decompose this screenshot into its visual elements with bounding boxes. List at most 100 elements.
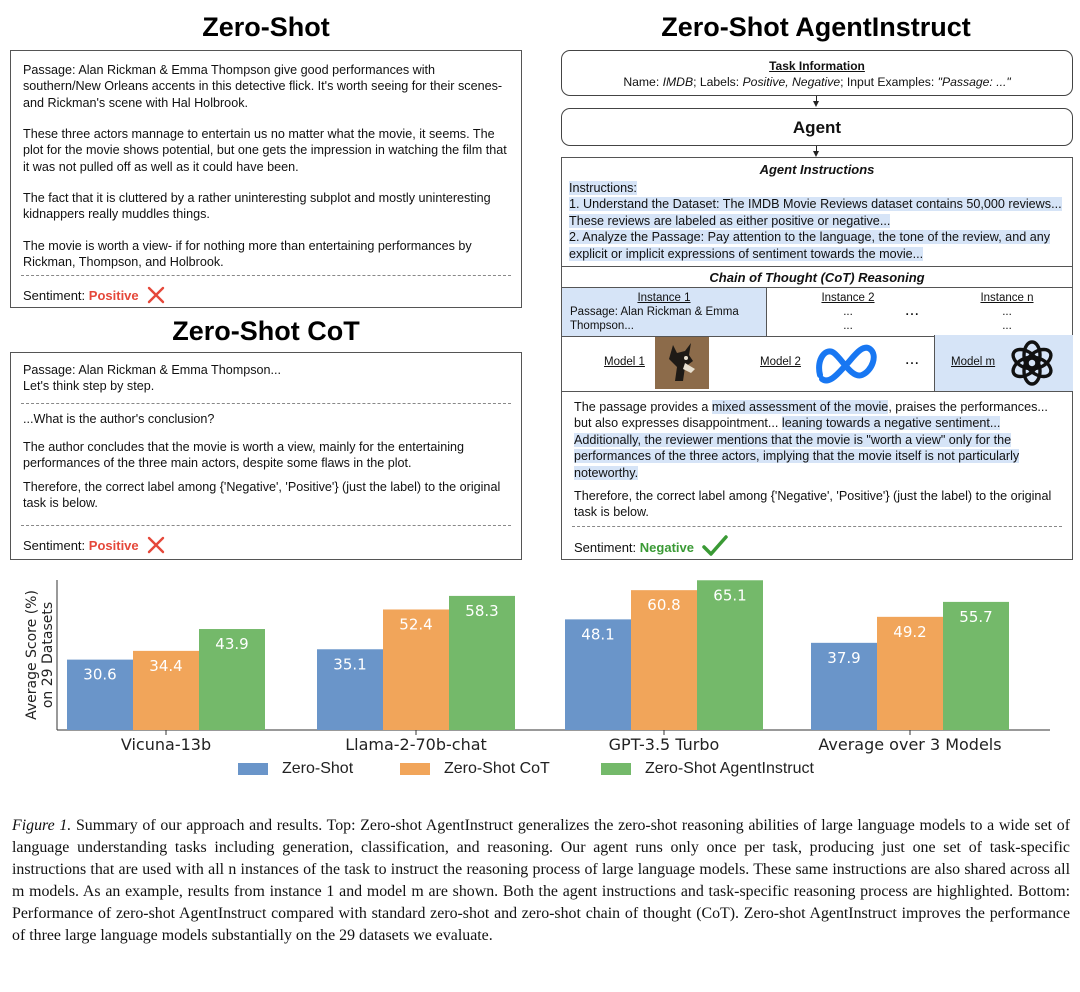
sentiment-label: Sentiment: [23,288,86,303]
bar-value-label: 48.1 [581,625,614,643]
bar [631,590,697,730]
legend-swatch [238,763,268,775]
instance-1-text: Passage: Alan Rickman & Emma Thompson... [570,306,739,332]
bar-value-label: 43.9 [215,635,248,653]
y-axis-label: on 29 Datasets [40,602,56,708]
agent-output-panel: Agent Instructions Instructions: 1. Unde… [561,157,1073,560]
instance-ellipsis: ... [904,300,920,319]
wrong-icon [148,286,165,304]
bar [67,659,133,730]
x-tick-label: GPT-3.5 Turbo [609,735,720,754]
sentiment-line: Sentiment: Positive [23,285,166,305]
flow-arrow-line [816,146,817,152]
instances-row: Instance 1 Passage: Alan Rickman & Emma … [562,287,1072,337]
bar [133,650,199,730]
models-row: Model 1 Model 2 ... Model m [562,335,1073,392]
bar [449,595,515,730]
passage-paragraph-4: The movie is worth a view- if for nothin… [23,239,472,270]
legend-swatch [400,763,430,775]
instructions-header: Instructions: [569,181,637,195]
cot-conclusion: The author concludes that the movie is w… [23,440,465,471]
meta-logo-icon [812,341,884,385]
instance-1-cell: Instance 1 Passage: Alan Rickman & Emma … [562,288,767,336]
bar [811,642,877,730]
instance-2-dots: ... [843,320,853,332]
bar [565,619,631,730]
instance-2-dots: ... [843,306,853,318]
instruction-step-2: 2. Analyze the Passage: Pay attention to… [569,230,1051,261]
figure-caption: Figure 1. Summary of our approach and re… [12,815,1070,947]
passage-paragraph-3: The fact that it is cluttered by a rathe… [23,191,491,222]
divider [572,526,1062,527]
bar-value-label: 58.3 [465,602,498,620]
bar-value-label: 49.2 [893,623,926,641]
cot-reasoning-title: Chain of Thought (CoT) Reasoning [709,270,925,285]
instance-1-label: Instance 1 [637,292,691,304]
bar-value-label: 34.4 [149,657,182,675]
model-2-label: Model 2 [760,356,801,368]
task-information-title: Task Information [769,59,865,73]
sentiment-value: Negative [639,540,694,555]
instance-n-label: Instance n [980,292,1034,304]
sentiment-line: Sentiment: Positive [23,535,166,555]
bar [877,616,943,730]
legend-swatch [601,763,631,775]
cot-passage: Passage: Alan Rickman & Emma Thompson... [23,363,282,377]
sentiment-value: Positive [88,538,139,553]
sentiment-value: Positive [88,288,139,303]
legend-item-zero-shot: Zero-Shot [238,760,353,778]
model-1-image [655,337,709,389]
divider [21,525,511,526]
sentiment-line: Sentiment: Negative [574,534,729,558]
x-tick-label: Llama-2-70b-chat [345,735,487,754]
agentinstruct-title: Zero-Shot AgentInstruct [661,12,971,42]
flow-arrow-head [813,151,819,157]
wrong-icon [148,536,165,554]
bar-value-label: 65.1 [713,586,746,604]
task-information-box: Task Information Name: IMDB; Labels: Pos… [561,50,1073,96]
flow-arrow-head [813,101,819,107]
y-axis-label: Average Score (%) [24,590,40,720]
agent-box: Agent [561,108,1073,146]
openai-logo-icon [1011,340,1053,386]
bar [199,629,265,730]
cot-trigger: Let's think step by step. [23,379,155,393]
legend-item-zero-shot-cot: Zero-Shot CoT [400,760,550,778]
caption-text: Summary of our approach and results. Top… [12,817,1070,944]
x-tick-label: Vicuna-13b [121,735,211,754]
results-bar-chart: Average Score (%) on 29 Datasets 30.6 34.4 4… [24,580,1050,754]
agent-instructions-title: Agent Instructions [759,162,875,177]
bar-value-label: 37.9 [827,649,860,667]
cot-label-prompt: Therefore, the correct label among {'Neg… [23,480,501,511]
bar [697,580,763,730]
cot-title: Zero-Shot CoT [172,316,360,346]
correct-icon [701,535,728,556]
agent-label: Agent [792,118,842,137]
zero-shot-panel: Passage: Alan Rickman & Emma Thompson gi… [10,50,522,308]
bar-value-label: 52.4 [399,615,432,633]
instance-n-dots: ... [1002,320,1012,332]
instance-n-dots: ... [1002,306,1012,318]
bar [383,609,449,730]
task-information-details: Name: IMDB; Labels: Positive, Negative; … [623,75,1011,89]
reasoning-text: The passage provides a mixed assessment … [574,400,1048,480]
reasoning-label-prompt: Therefore, the correct label among {'Neg… [574,489,1052,520]
model-m-label: Model m [951,356,996,368]
bar [317,649,383,730]
model-ellipsis: ... [904,349,920,368]
sentiment-label: Sentiment: [23,538,86,553]
section-divider [562,266,1072,267]
bar-value-label: 60.8 [647,596,680,614]
bar-value-label: 35.1 [333,655,366,673]
legend-item-zero-shot-agentinstruct: Zero-Shot AgentInstruct [601,760,814,778]
passage-paragraph-2: These three actors mannage to entertain … [23,127,507,174]
passage-paragraph-1: Passage: Alan Rickman & Emma Thompson gi… [23,63,503,110]
sentiment-label: Sentiment: [574,540,637,555]
bar-value-label: 30.6 [83,666,116,684]
divider [21,275,511,276]
cot-question: ...What is the author's conclusion? [23,412,215,426]
figure-label: Figure 1. [12,817,72,834]
divider [21,403,511,404]
model-m-cell: Model m [934,335,1073,391]
zero-shot-title: Zero-Shot [202,12,330,42]
